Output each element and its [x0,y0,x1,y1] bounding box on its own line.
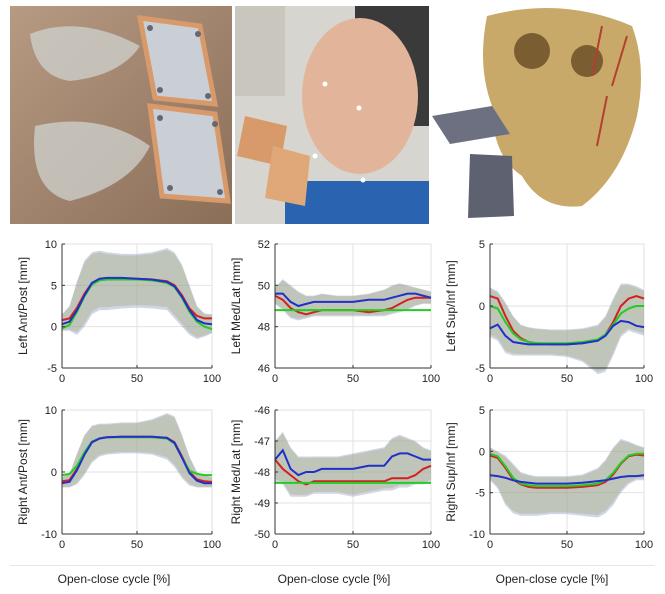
x-tick-label: 100 [635,539,653,551]
plot-5: 0 50 100 -50 -49 -48 -47 -46 Right Med/Lat [mm] [229,405,440,551]
variability-band-red [62,414,212,487]
plot-6: 0 50 100 -10 -5 0 5 Right Sup/Inf [mm] [444,405,653,551]
y-tick-label: 10 [45,239,57,251]
y-tick-label: -50 [254,529,270,541]
series-line-blue [275,292,432,308]
series-line-blue [274,448,431,477]
series-line-green [489,452,644,488]
y-tick-label: 5 [479,405,485,417]
skull-model-image [432,6,656,224]
y-axis-label: Right Ant/Post [mm] [16,419,30,525]
x-tick-label: 50 [561,373,573,385]
y-tick-label: 46 [258,363,270,375]
y-axis-label: Right Med/Lat [mm] [229,420,243,525]
skull-3d-model-render [432,6,656,224]
series-line-green [489,305,644,345]
variability-band-green [490,440,644,515]
y-axis-label: Left Med/Lat [mm] [229,258,243,355]
y-tick-label: -49 [254,498,270,510]
series-line-blue [61,435,212,485]
variability-band-blue [490,438,644,518]
series-line-blue [489,474,645,485]
y-tick-label: 50 [258,280,270,292]
x-axis-label-col3: Open-close cycle [%] [495,572,609,586]
variability-band-green [275,433,431,495]
x-tick-label: 100 [422,539,440,551]
x-tick-label: 0 [272,373,278,385]
series-line-blue [61,276,213,326]
y-tick-label: 0 [479,301,485,313]
variability-band-red [62,249,212,338]
x-tick-label: 0 [487,373,493,385]
y-tick-label: 5 [479,239,485,251]
y-tick-label: -5 [475,488,485,500]
x-tick-label: 100 [635,373,653,385]
subject-with-jaw-tracking-plates-photo [235,6,429,224]
x-tick-label: 50 [131,539,143,551]
x-tick-label: 0 [59,373,65,385]
series-line-red [274,458,432,486]
divider [10,565,655,566]
y-tick-label: 0 [51,467,57,479]
x-tick-label: 50 [347,539,359,551]
variability-band-red [490,440,644,515]
y-tick-label: -48 [254,467,270,479]
y-tick-label: -10 [469,529,485,541]
variability-band-green [62,414,212,487]
x-axis-label-col2: Open-close cycle [%] [277,572,391,586]
y-tick-label: -5 [475,363,485,375]
y-axis-label: Left Sup/Inf [mm] [444,260,458,351]
x-tick-label: 50 [561,539,573,551]
x-tick-label: 0 [272,539,278,551]
variability-band-blue [490,283,644,375]
x-tick-label: 0 [487,539,493,551]
variability-band-blue [62,248,212,340]
y-tick-label: 10 [45,405,57,417]
x-tick-label: 100 [203,539,221,551]
x-tick-label: 50 [131,373,143,385]
y-tick-label: 52 [258,239,270,251]
y-tick-label: 0 [479,446,485,458]
variability-band-red [490,285,644,372]
y-tick-label: -5 [47,363,57,375]
y-tick-label: 5 [51,280,57,292]
variability-band-red [275,433,431,495]
y-tick-label: -46 [254,405,270,417]
y-tick-label: -10 [41,529,57,541]
y-tick-label: 48 [258,322,270,334]
x-tick-label: 0 [59,539,65,551]
y-tick-label: 0 [51,322,57,334]
plot-2: 0 50 100 46 48 50 52 Left Med/Lat [mm] [229,239,440,385]
mouthguard-plates-image [10,6,232,224]
mouthguard-plates-photo [10,6,232,224]
subject-face-image [235,6,429,224]
variability-band-green [490,285,644,372]
y-axis-label: Left Ant/Post [mm] [16,257,30,355]
series-line-blue [489,319,645,346]
x-tick-label: 100 [203,373,221,385]
variability-band-blue [62,413,212,488]
y-axis-label: Right Sup/Inf [mm] [444,422,458,521]
variability-band-green [62,249,212,338]
x-axis-label-col1: Open-close cycle [%] [57,572,171,586]
x-tick-label: 50 [347,373,359,385]
x-tick-label: 100 [422,373,440,385]
y-tick-label: -47 [254,436,270,448]
